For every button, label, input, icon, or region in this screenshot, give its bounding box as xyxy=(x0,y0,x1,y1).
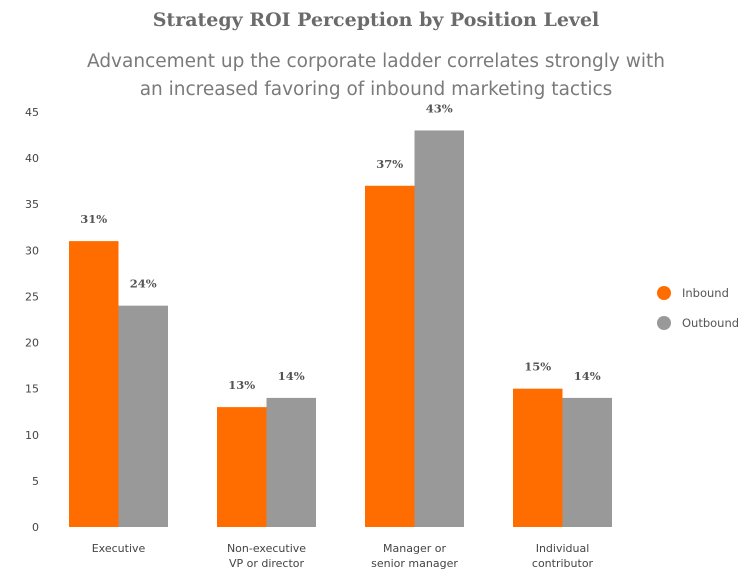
y-tick-label: 20 xyxy=(25,337,39,350)
x-category-label-line: Non-executive xyxy=(227,542,306,555)
data-label-outbound: 14% xyxy=(574,369,601,383)
y-tick-label: 35 xyxy=(25,198,39,211)
y-tick-label: 40 xyxy=(25,152,39,165)
bar-inbound xyxy=(217,407,267,527)
x-category-label: Executive xyxy=(92,542,146,555)
y-axis: 0 5 10 15 20 25 30 35 40 45 xyxy=(25,106,39,534)
bar-outbound xyxy=(118,305,168,527)
x-category-label: Non-executive VP or director xyxy=(227,542,306,570)
legend-label-inbound: Inbound xyxy=(682,286,729,300)
chart-subtitle: Advancement up the corporate ladder corr… xyxy=(40,48,712,104)
x-category-label-line: contributor xyxy=(532,557,594,570)
y-tick-label: 5 xyxy=(32,475,39,488)
data-labels: 31% 13% 37% 15% 24% 14% 43% 14% xyxy=(80,101,601,392)
x-category-label-line: VP or director xyxy=(229,557,305,570)
bar-outbound xyxy=(562,397,612,527)
legend-swatch-outbound xyxy=(657,316,671,330)
y-tick-label: 45 xyxy=(25,106,39,119)
x-category-label: Manager or senior manager xyxy=(371,542,458,570)
y-tick-label: 10 xyxy=(25,429,39,442)
data-label-outbound: 43% xyxy=(426,101,453,115)
data-label-inbound: 15% xyxy=(524,360,551,374)
data-label-inbound: 13% xyxy=(228,378,255,392)
bar-inbound xyxy=(365,185,415,527)
data-label-inbound: 31% xyxy=(80,212,107,226)
bar-outbound xyxy=(266,397,316,527)
legend: Inbound Outbound xyxy=(657,286,739,330)
x-category-label-line: senior manager xyxy=(371,557,458,570)
chart-subtitle-line-2: an increased favoring of inbound marketi… xyxy=(139,79,613,100)
bars xyxy=(69,130,612,527)
data-label-outbound: 24% xyxy=(130,277,157,291)
bar-inbound xyxy=(69,241,119,527)
legend-label-outbound: Outbound xyxy=(682,316,739,330)
chart-title: Strategy ROI Perception by Position Leve… xyxy=(152,9,600,31)
data-label-inbound: 37% xyxy=(376,157,403,171)
chart-subtitle-line-1: Advancement up the corporate ladder corr… xyxy=(86,51,666,72)
x-axis: Executive Non-executive VP or director Mana… xyxy=(92,542,594,570)
y-tick-label: 0 xyxy=(32,521,39,534)
x-category-label-line: Individual xyxy=(536,542,590,555)
x-category-label-line: Manager or xyxy=(383,542,446,555)
y-tick-label: 15 xyxy=(25,383,39,396)
data-label-outbound: 14% xyxy=(278,369,305,383)
x-category-label: Individual contributor xyxy=(532,542,594,570)
bar-outbound xyxy=(414,130,464,527)
bar-inbound xyxy=(513,388,563,527)
y-tick-label: 25 xyxy=(25,290,39,303)
legend-swatch-inbound xyxy=(657,286,671,300)
x-category-label-line: Executive xyxy=(92,542,146,555)
y-tick-label: 30 xyxy=(25,244,39,257)
